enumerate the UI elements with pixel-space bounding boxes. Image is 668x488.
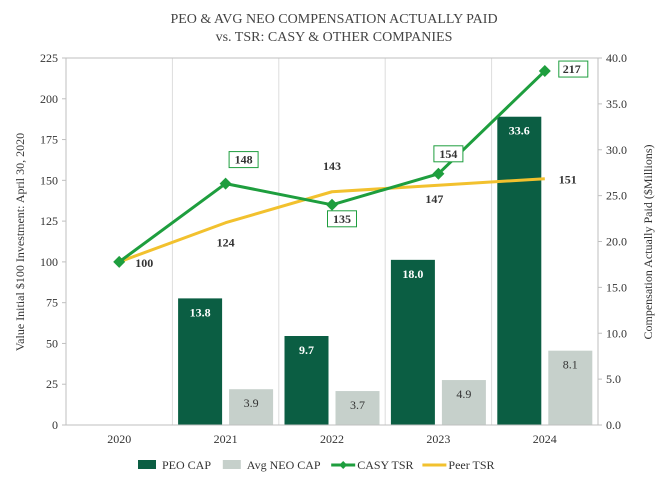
chart-title-line1: PEO & AVG NEO COMPENSATION ACTUALLY PAID (170, 12, 497, 27)
casy-tsr-marker (113, 255, 126, 268)
bar-value-label: 13.8 (190, 305, 211, 319)
left-tick-label: 175 (40, 133, 58, 147)
casy-tsr-label: 154 (439, 147, 457, 161)
peer-tsr-label: 143 (323, 159, 341, 173)
legend-label-peer-tsr: Peer TSR (448, 458, 494, 472)
bar-peo-cap (284, 336, 329, 425)
bar-avg-neo-cap (229, 389, 274, 425)
casy-tsr-marker (538, 65, 551, 78)
bar-value-label: 8.1 (563, 358, 578, 372)
casy-tsr-label: 135 (333, 212, 351, 226)
x-tick-label: 2023 (426, 432, 450, 446)
legend-label-casy-tsr: CASY TSR (357, 458, 413, 472)
axes (62, 57, 602, 426)
bar-value-label: 4.9 (456, 387, 471, 401)
bar-peo-cap (390, 259, 435, 425)
line-series (113, 65, 551, 268)
left-tick-label: 150 (40, 173, 58, 187)
casy-label-box (327, 210, 357, 228)
bar-avg-neo-cap (548, 350, 593, 425)
data-labels: 13.8 9.7 18.0 33.6 3.9 3.7 4.9 8.1 100 148 135 154 2… (135, 60, 589, 412)
right-tick-label: 5.0 (606, 372, 621, 386)
tick-labels: 0 25 50 75 100 125 150 175 200 225 0.0 5.0 10.0 15.0 2… (40, 51, 627, 446)
casy-label-box (558, 60, 589, 78)
casy-tsr-label: 217 (563, 62, 581, 76)
bar-peo-cap (497, 116, 542, 425)
legend-label-peo-cap: PEO CAP (162, 458, 211, 472)
y-right-axis-label: Compensation Actually Paid ($Millions) (641, 145, 655, 340)
casy-tsr-label: 148 (235, 153, 253, 167)
left-tick-label: 100 (40, 255, 58, 269)
x-tick-label: 2022 (320, 432, 344, 446)
bar-value-label: 18.0 (402, 267, 423, 281)
x-tick-label: 2020 (107, 432, 131, 446)
y-left-axis-label: Value Initial $100 Investment: April 30,… (13, 133, 27, 351)
legend-swatch-peo-cap (138, 460, 156, 469)
left-tick-label: 50 (46, 336, 58, 350)
casy-tsr-marker (326, 198, 338, 211)
bar-value-label: 3.9 (244, 396, 259, 410)
right-tick-label: 0.0 (606, 418, 621, 432)
legend-marker-casy-tsr (339, 461, 348, 469)
right-tick-label: 10.0 (606, 326, 627, 340)
legend-label-avg-neo-cap: Avg NEO CAP (247, 458, 321, 472)
left-tick-label: 0 (52, 418, 58, 432)
legend-swatch-avg-neo-cap (222, 460, 241, 469)
x-tick-label: 2024 (533, 432, 557, 446)
casy-label-box (433, 145, 464, 163)
left-tick-label: 200 (40, 92, 58, 106)
bar-value-label: 9.7 (299, 343, 314, 357)
right-tick-label: 35.0 (606, 97, 627, 111)
line-peer-tsr (118, 177, 545, 264)
left-tick-label: 225 (40, 51, 58, 65)
casy-tsr-marker (432, 167, 445, 180)
bar-value-label: 33.6 (509, 124, 530, 138)
bar-avg-neo-cap (441, 380, 486, 425)
bar-avg-neo-cap (335, 391, 380, 425)
peer-tsr-label: 124 (217, 236, 235, 250)
left-tick-label: 25 (46, 377, 58, 391)
x-tick-label: 2021 (214, 432, 238, 446)
right-tick-label: 15.0 (606, 280, 627, 294)
right-tick-label: 30.0 (606, 143, 627, 157)
peer-tsr-label: 151 (559, 173, 577, 187)
right-tick-label: 20.0 (606, 235, 627, 249)
chart-title-line2: vs. TSR: CASY & OTHER COMPANIES (216, 30, 453, 45)
peer-tsr-label: 147 (425, 192, 443, 206)
casy-tsr-marker (219, 177, 232, 190)
right-tick-label: 25.0 (606, 189, 627, 203)
casy-tsr-label: 100 (135, 256, 153, 270)
left-tick-label: 125 (40, 214, 58, 228)
bar-peo-cap (178, 298, 223, 425)
bar-series (178, 116, 593, 425)
right-tick-label: 40.0 (606, 51, 627, 65)
bar-value-label: 3.7 (350, 398, 365, 412)
legend: PEO CAP Avg NEO CAP CASY TSR Peer TSR (138, 458, 495, 472)
casy-label-box (228, 151, 259, 169)
left-tick-label: 75 (46, 296, 58, 310)
